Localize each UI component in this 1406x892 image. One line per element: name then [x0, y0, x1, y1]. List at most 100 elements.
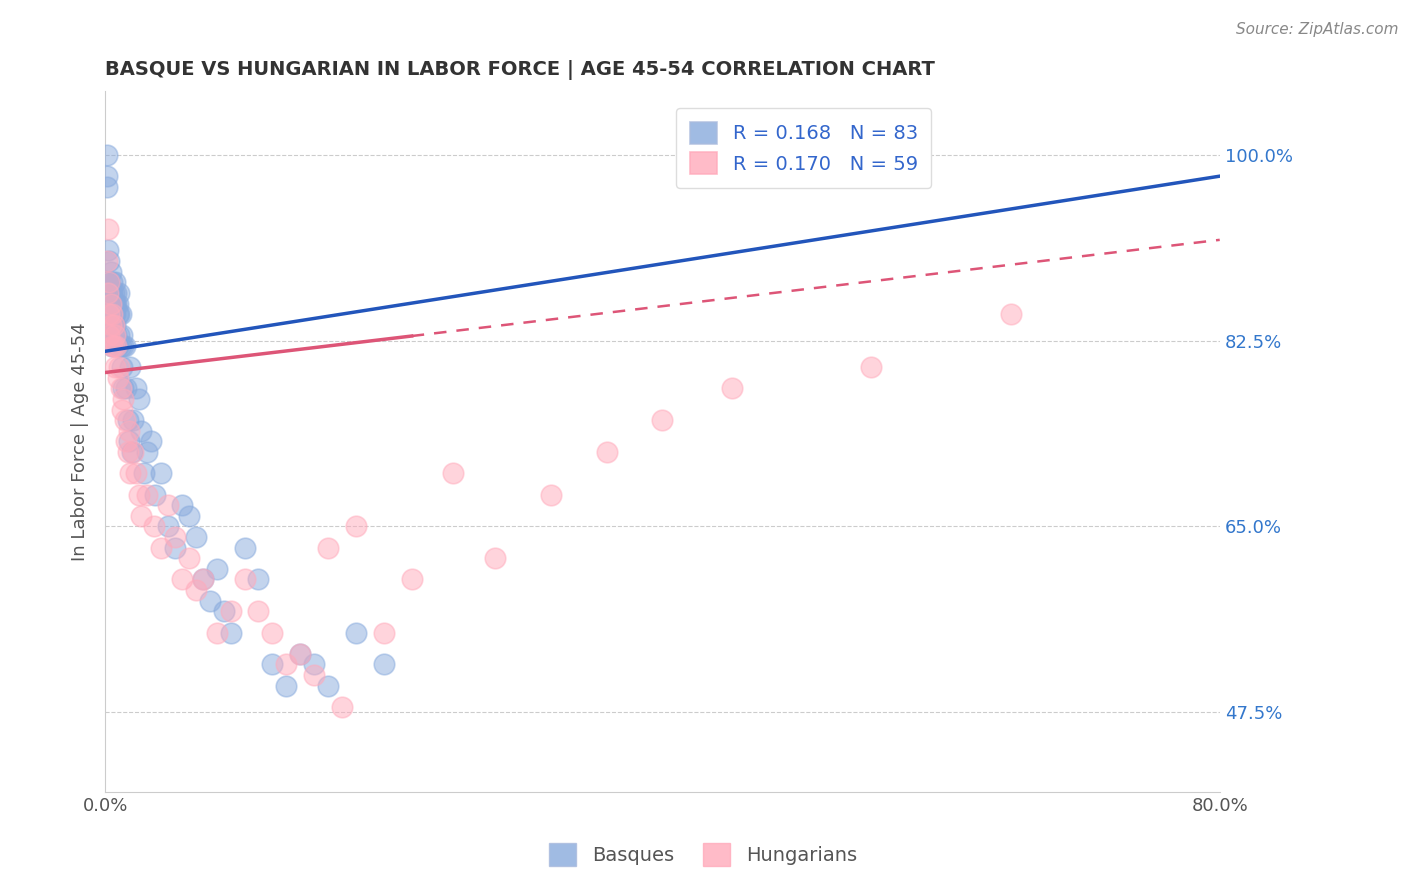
Point	[97, 275, 120, 289]
Point	[177, 508, 200, 523]
Point	[134, 467, 156, 481]
Point	[212, 604, 235, 618]
Point	[112, 339, 135, 353]
Point	[107, 371, 129, 385]
Point	[247, 573, 270, 587]
Point	[98, 275, 121, 289]
Point	[100, 318, 122, 332]
Point	[191, 573, 214, 587]
Point	[112, 381, 135, 395]
Point	[104, 360, 127, 375]
Point	[115, 434, 138, 449]
Point	[125, 467, 148, 481]
Point	[97, 318, 120, 332]
Point	[344, 625, 367, 640]
Text: BASQUE VS HUNGARIAN IN LABOR FORCE | AGE 45-54 CORRELATION CHART: BASQUE VS HUNGARIAN IN LABOR FORCE | AGE…	[105, 60, 935, 79]
Point	[100, 265, 122, 279]
Point	[131, 508, 153, 523]
Point	[103, 328, 125, 343]
Point	[205, 625, 228, 640]
Point	[98, 328, 121, 343]
Point	[104, 318, 127, 332]
Point	[110, 381, 132, 395]
Point	[101, 275, 124, 289]
Point	[131, 424, 153, 438]
Point	[96, 179, 118, 194]
Point	[170, 498, 193, 512]
Point	[100, 296, 122, 310]
Point	[373, 625, 395, 640]
Text: Source: ZipAtlas.com: Source: ZipAtlas.com	[1236, 22, 1399, 37]
Point	[121, 445, 143, 459]
Point	[290, 647, 312, 661]
Point	[118, 424, 141, 438]
Point	[302, 668, 325, 682]
Point	[98, 285, 121, 300]
Point	[401, 573, 423, 587]
Point	[101, 296, 124, 310]
Point	[112, 392, 135, 406]
Point	[100, 307, 122, 321]
Point	[108, 285, 131, 300]
Point	[103, 285, 125, 300]
Point	[101, 339, 124, 353]
Point	[107, 339, 129, 353]
Point	[596, 445, 619, 459]
Point	[115, 381, 138, 395]
Point	[98, 307, 121, 321]
Point	[111, 360, 134, 375]
Point	[100, 318, 122, 332]
Point	[101, 285, 124, 300]
Point	[184, 583, 207, 598]
Point	[104, 328, 127, 343]
Point	[108, 360, 131, 375]
Point	[191, 573, 214, 587]
Point	[110, 307, 132, 321]
Point	[103, 307, 125, 321]
Point	[156, 519, 179, 533]
Point	[219, 604, 242, 618]
Point	[198, 593, 221, 607]
Point	[103, 318, 125, 332]
Point	[118, 434, 141, 449]
Point	[97, 222, 120, 236]
Point	[97, 285, 120, 300]
Point	[117, 445, 139, 459]
Point	[101, 339, 124, 353]
Point	[276, 679, 298, 693]
Point	[344, 519, 367, 533]
Point	[276, 657, 298, 672]
Point	[98, 296, 121, 310]
Point	[107, 307, 129, 321]
Point	[184, 530, 207, 544]
Point	[145, 487, 167, 501]
Point	[98, 254, 121, 268]
Point	[205, 562, 228, 576]
Point	[262, 657, 284, 672]
Point	[103, 339, 125, 353]
Point	[163, 541, 186, 555]
Point	[125, 381, 148, 395]
Point	[100, 296, 122, 310]
Point	[97, 307, 120, 321]
Point	[247, 604, 270, 618]
Point	[105, 285, 128, 300]
Point	[156, 498, 179, 512]
Point	[233, 541, 256, 555]
Point	[128, 487, 150, 501]
Point	[141, 434, 163, 449]
Point	[163, 530, 186, 544]
Point	[721, 381, 744, 395]
Point	[540, 487, 562, 501]
Point	[651, 413, 673, 427]
Point	[373, 657, 395, 672]
Point	[108, 328, 131, 343]
Point	[114, 339, 136, 353]
Point	[136, 487, 159, 501]
Point	[484, 551, 506, 566]
Point	[302, 657, 325, 672]
Point	[98, 307, 121, 321]
Point	[170, 573, 193, 587]
Point	[110, 339, 132, 353]
Point	[1000, 307, 1022, 321]
